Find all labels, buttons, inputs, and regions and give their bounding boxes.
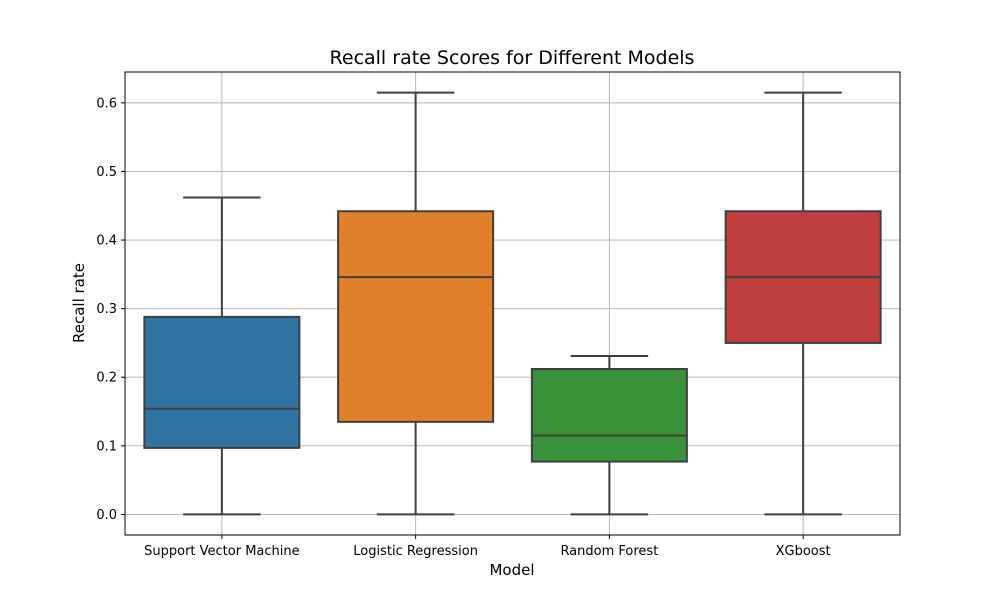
y-axis-label: Recall rate xyxy=(70,263,88,343)
x-tick-label: Support Vector Machine xyxy=(144,544,300,559)
box-random-forest xyxy=(530,354,688,516)
x-tick-label: Logistic Regression xyxy=(353,544,478,559)
box-series xyxy=(143,91,882,516)
y-tick-label: 0.1 xyxy=(96,439,117,454)
x-tick-label: XGboost xyxy=(776,544,831,559)
y-tick-label: 0.6 xyxy=(96,96,117,111)
axes-frame xyxy=(124,71,901,536)
chart-title: Recall rate Scores for Different Models xyxy=(330,47,695,69)
interquartile-box xyxy=(337,210,495,423)
interquartile-box xyxy=(143,315,301,449)
axis-ticks: 0.0 0.1 0.2 0.3 0.4 0.5 0.6 Support Vector Mach… xyxy=(96,96,830,559)
x-axis-label: Model xyxy=(489,561,534,579)
y-tick-label: 0.0 xyxy=(96,508,117,523)
y-tick-label: 0.2 xyxy=(96,371,117,386)
box-xgboost xyxy=(724,91,882,516)
y-tick-label: 0.5 xyxy=(96,165,117,180)
y-tick-label: 0.4 xyxy=(96,234,117,249)
box-support-vector-machine xyxy=(143,196,301,516)
interquartile-box xyxy=(530,368,688,463)
y-tick-label: 0.3 xyxy=(96,302,117,317)
box-logistic-regression xyxy=(337,91,495,516)
x-tick-label: Random Forest xyxy=(560,544,658,559)
